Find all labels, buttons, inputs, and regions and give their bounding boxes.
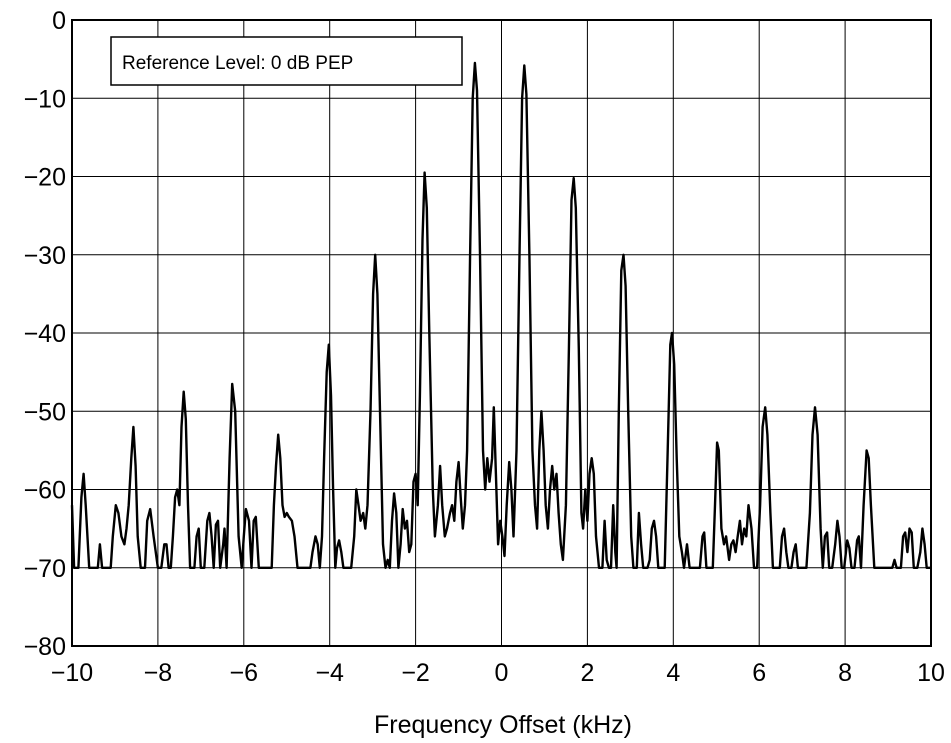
annotation-text: Reference Level: 0 dB PEP xyxy=(122,53,353,74)
spectrum-line xyxy=(70,61,931,569)
series-group xyxy=(70,61,931,569)
y-tick-label: −40 xyxy=(24,320,66,348)
x-tick-label: −4 xyxy=(315,659,344,687)
y-tick-label: −50 xyxy=(24,398,66,426)
y-tick-label: 0 xyxy=(52,7,66,35)
x-tick-label: 10 xyxy=(917,659,945,687)
y-tick-label: −10 xyxy=(24,85,66,113)
x-tick-label: 2 xyxy=(580,659,594,687)
y-tick-label: −30 xyxy=(24,242,66,270)
annotation-frame xyxy=(110,36,463,86)
x-tick-label: −6 xyxy=(230,659,259,687)
y-tick-label: −20 xyxy=(24,164,66,192)
x-tick-label: −8 xyxy=(144,659,173,687)
x-tick-label: 0 xyxy=(495,659,509,687)
plot-frame xyxy=(71,19,932,647)
y-tick-label: −70 xyxy=(24,555,66,583)
y-tick-label: −60 xyxy=(24,477,66,505)
annotation-box: Reference Level: 0 dB PEP xyxy=(110,36,463,86)
y-tick-label: −80 xyxy=(24,633,66,661)
y-tick-labels: 0 −10 −20 −30 −40 −50 −60 −70 −80 xyxy=(24,7,66,661)
x-tick-label: −10 xyxy=(51,659,93,687)
x-tick-label: 4 xyxy=(666,659,680,687)
x-tick-label: 8 xyxy=(838,659,852,687)
x-tick-label: −2 xyxy=(401,659,430,687)
x-axis-label: Frequency Offset (kHz) xyxy=(374,711,632,739)
x-tick-labels: −10 −8 −6 −4 −2 0 2 4 6 8 10 xyxy=(51,659,945,687)
x-tick-label: 6 xyxy=(752,659,766,687)
